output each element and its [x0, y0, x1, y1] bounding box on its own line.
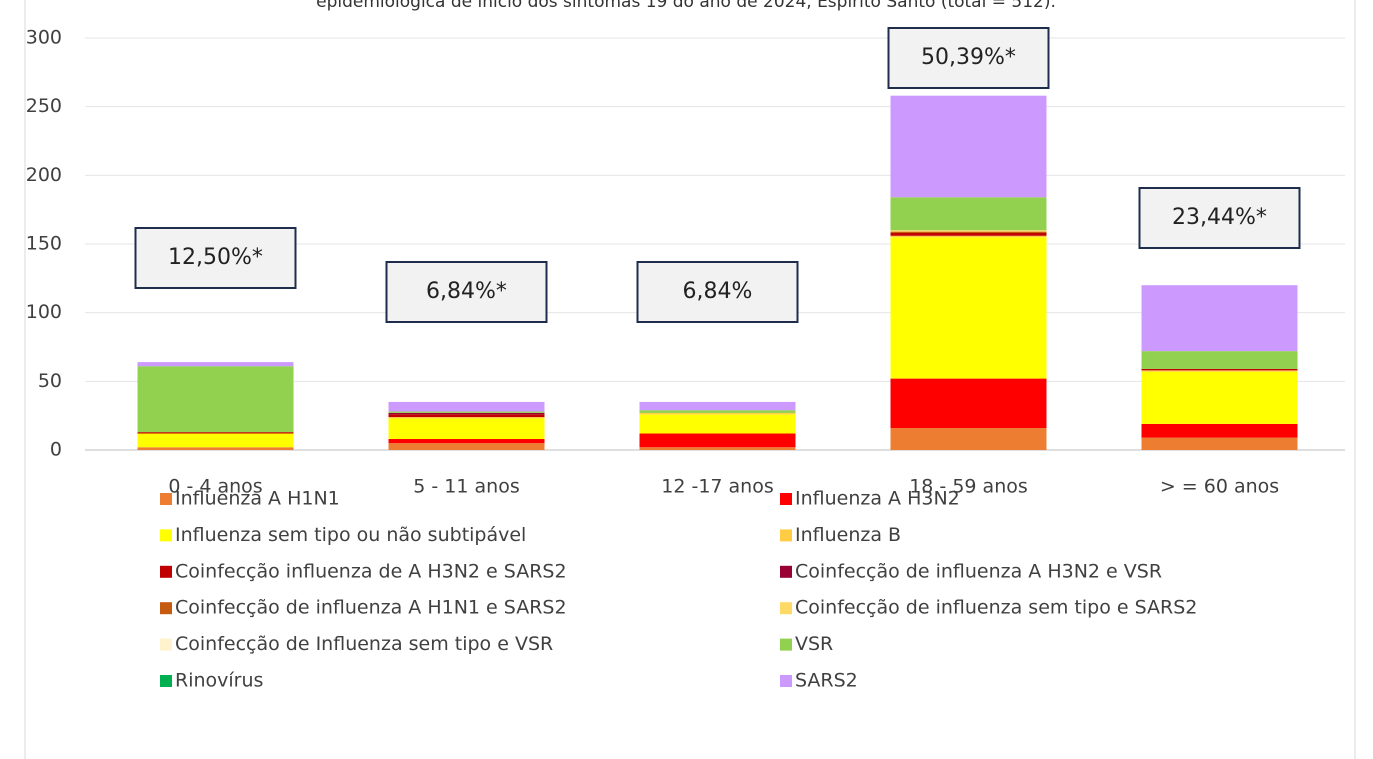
bar-segment: [890, 428, 1047, 450]
legend-label: Coinfecção de Influenza sem tipo e VSR: [175, 633, 553, 655]
bar-segment: [388, 411, 545, 413]
bar-segment: [639, 447, 796, 450]
bar-segment: [1141, 437, 1298, 450]
bar-segment: [1141, 371, 1298, 424]
legend-label: Coinfecção de influenza A H1N1 e SARS2: [175, 597, 567, 619]
legend-swatch: [780, 565, 792, 578]
bar-segment: [890, 231, 1047, 234]
y-tick-label: 150: [26, 233, 62, 255]
x-tick-label: > = 60 anos: [1160, 476, 1279, 498]
bar-segment: [1141, 351, 1298, 369]
chart-title: epidemiológica de início dos sintomas 19…: [316, 0, 1056, 12]
bar-segment: [639, 410, 796, 413]
annotation: 50,39%*: [921, 45, 1016, 70]
legend-label: Influenza A H3N2: [795, 488, 960, 510]
bar-segment: [137, 362, 294, 367]
legend-swatch: [780, 602, 792, 615]
y-tick-label: 250: [26, 95, 62, 117]
legend-swatch: [160, 675, 172, 687]
bar-segment: [890, 378, 1047, 429]
annotation: 12,50%*: [168, 245, 263, 270]
annotation-box: [1138, 187, 1301, 249]
bar-segment: [1141, 285, 1298, 352]
y-tick-label: 300: [26, 27, 62, 49]
bar-segment: [137, 447, 294, 450]
bar-segment: [890, 235, 1047, 238]
x-tick-label: 0 - 4 anos: [168, 476, 262, 498]
legend-swatch: [780, 675, 792, 687]
bar-segment: [639, 401, 796, 411]
legend-label: Coinfecção influenza de A H3N2 e SARS2: [175, 560, 567, 582]
bar-segment: [137, 433, 294, 448]
bar-segment: [890, 197, 1047, 231]
bar-segment: [388, 418, 545, 440]
bar-segment: [1141, 368, 1298, 371]
bar-segment: [388, 412, 545, 415]
bar-segment: [1141, 423, 1298, 438]
legend-label: Rinovírus: [175, 670, 263, 692]
bar-segment: [388, 414, 545, 418]
legend-swatch: [160, 638, 172, 651]
legend-swatch: [160, 602, 172, 615]
annotation: 23,44%*: [1172, 205, 1267, 230]
x-tick-label: 5 - 11 anos: [413, 476, 519, 498]
bar-segment: [388, 417, 545, 419]
legend-swatch: [160, 493, 172, 505]
legend-label: Influenza sem tipo ou não subtipável: [175, 524, 526, 546]
bar-segment: [388, 401, 545, 412]
legend-label: Coinfecção de influenza A H3N2 e VSR: [795, 560, 1162, 582]
legend-label: VSR: [795, 633, 833, 655]
bar-segment: [890, 237, 1047, 379]
bar-segment: [890, 230, 1047, 232]
legend-label: Influenza B: [795, 524, 901, 546]
legend-swatch: [780, 638, 792, 651]
chart-frame: [24, 0, 1356, 759]
annotation: 6,84%*: [426, 279, 507, 304]
bar-segment: [890, 95, 1047, 198]
bar-segment: [639, 414, 796, 434]
x-tick-label: 18 - 59 anos: [909, 476, 1028, 498]
bar-segment: [388, 443, 545, 450]
bar-segment: [137, 366, 294, 433]
annotation-box: [385, 261, 548, 323]
legend-label: Coinfecção de influenza sem tipo e SARS2: [795, 597, 1197, 619]
annotation-box: [134, 227, 297, 289]
bar-segment: [890, 233, 1047, 236]
legend-swatch: [780, 493, 792, 505]
annotation-box: [636, 261, 799, 323]
annotation-box: [887, 27, 1050, 89]
x-tick-label: 12 -17 anos: [661, 476, 774, 498]
bar-segment: [388, 439, 545, 444]
legend-label: SARS2: [795, 670, 858, 692]
bar-segment: [1141, 370, 1298, 372]
y-tick-label: 200: [26, 164, 62, 186]
legend-swatch: [780, 529, 792, 542]
legend-swatch: [160, 565, 172, 578]
legend-swatch: [160, 529, 172, 542]
y-tick-label: 50: [38, 370, 62, 392]
bar-segment: [639, 412, 796, 415]
legend-label: Influenza A H1N1: [175, 488, 340, 510]
y-tick-label: 0: [50, 439, 62, 461]
bar-segment: [639, 433, 796, 448]
y-tick-label: 100: [26, 301, 62, 323]
annotation: 6,84%: [683, 279, 753, 304]
bar-segment: [137, 432, 294, 434]
